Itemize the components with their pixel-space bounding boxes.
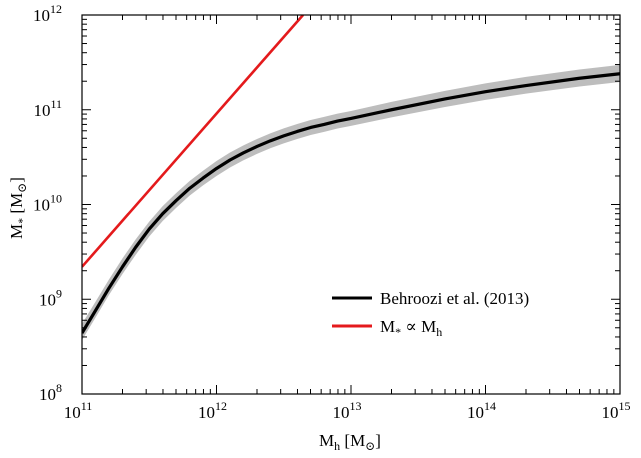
- line-layer: [82, 15, 620, 334]
- x-tick-label: 1014: [467, 399, 496, 422]
- x-tick-label: 1013: [333, 399, 362, 422]
- y-tick-label: 108: [39, 381, 62, 404]
- series-line-behroozi: [82, 72, 620, 334]
- x-tick-label: 1015: [602, 399, 631, 422]
- series-line-proportional: [82, 15, 305, 268]
- tick-layer: [81, 14, 621, 395]
- y-tick-label: 109: [39, 286, 62, 309]
- y-tick-label: 1011: [33, 97, 62, 120]
- legend-label-behroozi: Behroozi et al. (2013): [380, 289, 529, 308]
- x-tick-label: 1012: [198, 399, 227, 422]
- label-layer: 1011 1012 1013 1014 1015 108 109 1010 1011 1012: [33, 2, 631, 422]
- y-tick-label: 1012: [33, 2, 62, 25]
- plot-frame: [81, 14, 621, 395]
- y-axis-label: M* [M⊙]: [7, 177, 29, 239]
- legend-label-proportional: M* ∝ Mh: [380, 317, 442, 339]
- y-tick-label: 1010: [33, 192, 62, 215]
- x-axis-label: Mh [M⊙]: [319, 431, 381, 453]
- x-tick-label: 1011: [64, 399, 93, 422]
- legend: Behroozi et al. (2013) M* ∝ Mh: [332, 289, 529, 339]
